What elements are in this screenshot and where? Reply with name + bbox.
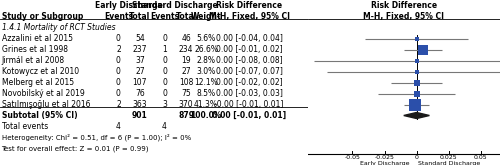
Text: M-H, Fixed, 95% CI: M-H, Fixed, 95% CI bbox=[208, 12, 290, 21]
Text: 19: 19 bbox=[181, 56, 191, 65]
Text: Jirmál et al 2008: Jirmál et al 2008 bbox=[2, 56, 64, 65]
Text: Melberg et al 2015: Melberg et al 2015 bbox=[2, 78, 74, 87]
Text: -0.05: -0.05 bbox=[344, 155, 360, 160]
Polygon shape bbox=[404, 113, 429, 118]
Text: Heterogeneity: Chi² = 0.51, df = 6 (P = 1.00); I² = 0%: Heterogeneity: Chi² = 0.51, df = 6 (P = … bbox=[2, 134, 191, 141]
Text: 0: 0 bbox=[116, 34, 121, 43]
Text: Standard Discharge: Standard Discharge bbox=[418, 161, 480, 165]
Text: 0: 0 bbox=[162, 89, 167, 98]
Text: 4: 4 bbox=[116, 122, 121, 131]
Text: 0.00 [-0.02, 0.02]: 0.00 [-0.02, 0.02] bbox=[216, 78, 282, 87]
Text: Risk Difference: Risk Difference bbox=[216, 1, 282, 10]
Text: Weight: Weight bbox=[190, 12, 222, 21]
Text: 46: 46 bbox=[181, 34, 191, 43]
Text: Subtotal (95% CI): Subtotal (95% CI) bbox=[2, 111, 77, 120]
Text: 901: 901 bbox=[132, 111, 148, 120]
Text: 12.1%: 12.1% bbox=[194, 78, 218, 87]
Text: 8.5%: 8.5% bbox=[196, 89, 216, 98]
Text: 0.00 [-0.01, 0.01]: 0.00 [-0.01, 0.01] bbox=[212, 111, 286, 120]
Text: 0: 0 bbox=[162, 34, 167, 43]
Text: 27: 27 bbox=[181, 67, 191, 76]
Text: Satılmışoğlu et al 2016: Satılmışoğlu et al 2016 bbox=[2, 100, 90, 109]
Text: 363: 363 bbox=[132, 100, 147, 109]
Text: 237: 237 bbox=[132, 45, 147, 54]
Text: 2.8%: 2.8% bbox=[196, 56, 216, 65]
Text: 2: 2 bbox=[116, 100, 121, 109]
Text: 2: 2 bbox=[116, 45, 121, 54]
Text: 75: 75 bbox=[181, 89, 191, 98]
Text: 0.05: 0.05 bbox=[474, 155, 488, 160]
Text: Total: Total bbox=[130, 12, 150, 21]
Text: 0: 0 bbox=[162, 67, 167, 76]
Text: 0: 0 bbox=[162, 78, 167, 87]
Text: 0.00 [-0.03, 0.03]: 0.00 [-0.03, 0.03] bbox=[216, 89, 282, 98]
Text: 370: 370 bbox=[178, 100, 194, 109]
Text: Early Discharge: Early Discharge bbox=[360, 161, 409, 165]
Text: 0: 0 bbox=[162, 56, 167, 65]
Text: 3: 3 bbox=[162, 100, 167, 109]
Text: 26.6%: 26.6% bbox=[194, 45, 218, 54]
Text: 0.00 [-0.08, 0.08]: 0.00 [-0.08, 0.08] bbox=[216, 56, 282, 65]
Text: Events: Events bbox=[150, 12, 179, 21]
Text: Events: Events bbox=[104, 12, 133, 21]
Text: 37: 37 bbox=[135, 56, 145, 65]
Text: Novobilský et al 2019: Novobilský et al 2019 bbox=[2, 89, 84, 98]
Text: 41.3%: 41.3% bbox=[194, 100, 218, 109]
Text: 1.4.1 Mortality of RCT Studies: 1.4.1 Mortality of RCT Studies bbox=[2, 23, 115, 32]
Text: Study or Subgroup: Study or Subgroup bbox=[2, 12, 83, 21]
Text: 0.025: 0.025 bbox=[440, 155, 458, 160]
Text: 107: 107 bbox=[132, 78, 147, 87]
Text: Azzalini et al 2015: Azzalini et al 2015 bbox=[2, 34, 72, 43]
Text: Test for overall effect: Z = 0.01 (P = 0.99): Test for overall effect: Z = 0.01 (P = 0… bbox=[2, 145, 149, 152]
Text: -0.025: -0.025 bbox=[374, 155, 394, 160]
Text: 0: 0 bbox=[116, 56, 121, 65]
Text: 1: 1 bbox=[162, 45, 167, 54]
Text: 0: 0 bbox=[116, 67, 121, 76]
Text: 76: 76 bbox=[135, 89, 145, 98]
Text: 108: 108 bbox=[179, 78, 193, 87]
Text: Grines et al 1998: Grines et al 1998 bbox=[2, 45, 68, 54]
Text: 234: 234 bbox=[179, 45, 194, 54]
Text: 0.00 [-0.04, 0.04]: 0.00 [-0.04, 0.04] bbox=[216, 34, 282, 43]
Text: Total events: Total events bbox=[2, 122, 48, 131]
Text: 3.0%: 3.0% bbox=[196, 67, 216, 76]
Text: 0: 0 bbox=[116, 89, 121, 98]
Text: 0.00 [-0.01, 0.02]: 0.00 [-0.01, 0.02] bbox=[216, 45, 282, 54]
Text: -0.00 [-0.01, 0.01]: -0.00 [-0.01, 0.01] bbox=[214, 100, 284, 109]
Text: Early Discharge: Early Discharge bbox=[95, 1, 163, 10]
Text: 54: 54 bbox=[135, 34, 145, 43]
Text: 100.0%: 100.0% bbox=[190, 111, 222, 120]
Text: 5.6%: 5.6% bbox=[196, 34, 216, 43]
Text: 0: 0 bbox=[414, 155, 418, 160]
Text: 4: 4 bbox=[162, 122, 167, 131]
Text: Risk Difference: Risk Difference bbox=[370, 1, 437, 10]
Text: 0: 0 bbox=[116, 78, 121, 87]
Text: Kotowycz et al 2010: Kotowycz et al 2010 bbox=[2, 67, 78, 76]
Text: 0.00 [-0.07, 0.07]: 0.00 [-0.07, 0.07] bbox=[216, 67, 282, 76]
Text: 879: 879 bbox=[178, 111, 194, 120]
Text: 27: 27 bbox=[135, 67, 144, 76]
Text: M-H, Fixed, 95% CI: M-H, Fixed, 95% CI bbox=[363, 12, 444, 21]
Text: Total: Total bbox=[176, 12, 197, 21]
Text: Standard Discharge: Standard Discharge bbox=[132, 1, 218, 10]
